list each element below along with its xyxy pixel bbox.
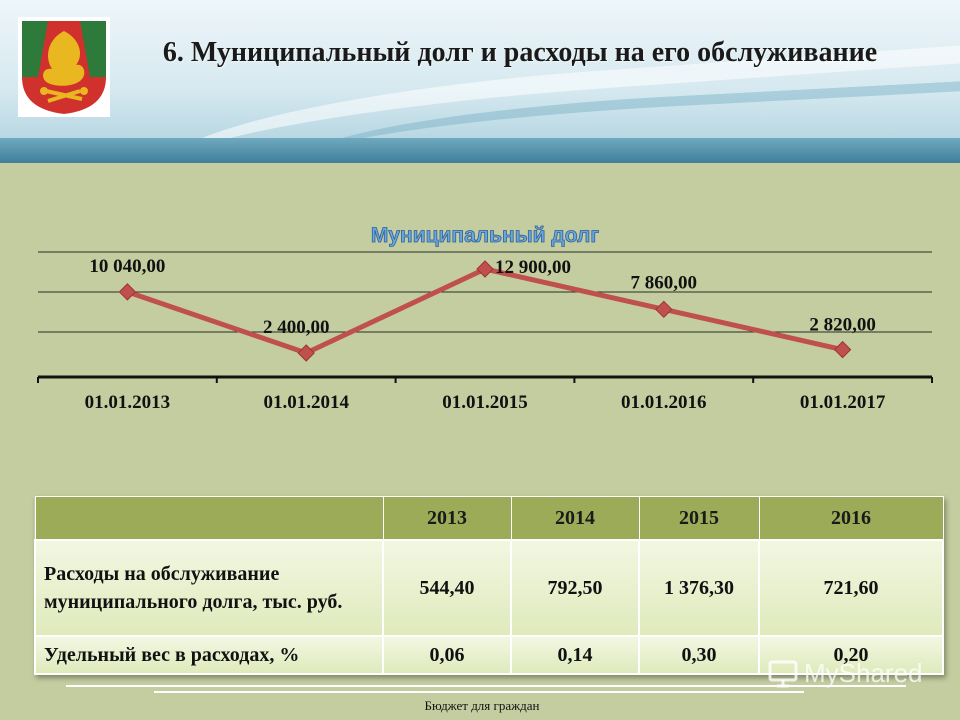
table-row: Удельный вес в расходах, % 0,06 0,14 0,3…	[34, 635, 944, 675]
x-tick-label: 01.01.2013	[85, 392, 171, 413]
x-tick-label: 01.01.2016	[621, 392, 707, 413]
debt-expenses-table: 2013 2014 2015 2016 Расходы на обслужива…	[34, 496, 944, 675]
table-cell: 0,06	[382, 635, 512, 675]
table-header-cell: 2014	[510, 496, 640, 541]
debt-line-chart: Муниципальный долг 10 040,00 2 400,00 12 9…	[37, 224, 933, 413]
slide-title: 6. Муниципальный долг и расходы на его о…	[162, 37, 878, 68]
chart-data-labels: 10 040,00 2 400,00 12 900,00 7 860,00 2 820,…	[89, 256, 875, 338]
x-tick-label: 01.01.2014	[263, 392, 349, 413]
row-label: Удельный вес в расходах, %	[34, 635, 384, 675]
data-label: 12 900,00	[495, 257, 571, 278]
chart-title: Муниципальный долг	[371, 224, 600, 247]
table-row: Расходы на обслуживание муниципального д…	[34, 539, 944, 637]
x-tick-label: 01.01.2017	[800, 392, 886, 413]
chart-gridlines	[38, 251, 932, 333]
data-point	[476, 260, 494, 278]
table-header-row: 2013 2014 2015 2016	[34, 496, 944, 541]
footer-text: Бюджет для граждан	[424, 698, 540, 713]
chart-tick-labels: 01.01.2013 01.01.2014 01.01.2015 01.01.2016…	[85, 392, 886, 413]
chart-x-axis	[37, 375, 933, 383]
footer-divider	[66, 685, 906, 687]
data-point	[118, 283, 137, 301]
data-label: 2 820,00	[809, 315, 876, 336]
table-cell: 0,20	[758, 635, 944, 675]
table-cell: 1 376,30	[638, 539, 760, 637]
table-header-cell	[34, 496, 384, 541]
watermark: MyShared	[768, 656, 938, 692]
coat-of-arms-icon	[18, 17, 110, 117]
table-cell: 792,50	[510, 539, 640, 637]
table-cell: 0,30	[638, 635, 760, 675]
table-cell: 721,60	[758, 539, 944, 637]
data-label: 7 860,00	[631, 272, 698, 293]
table-cell: 0,14	[510, 635, 640, 675]
table-header-cell: 2015	[638, 496, 760, 541]
footer-divider-secondary	[154, 691, 804, 693]
data-label: 10 040,00	[89, 256, 165, 277]
slide-header: 6. Муниципальный долг и расходы на его о…	[0, 0, 960, 163]
row-label: Расходы на обслуживание муниципального д…	[34, 539, 384, 637]
presentation-board-icon	[768, 660, 798, 688]
header-band	[0, 138, 960, 163]
chart-series	[118, 260, 852, 362]
series-line	[126, 266, 844, 356]
table-header-cell: 2013	[382, 496, 512, 541]
data-point	[297, 344, 315, 362]
x-tick-label: 01.01.2015	[442, 392, 528, 413]
data-point	[655, 300, 673, 319]
table-header-cell: 2016	[758, 496, 944, 541]
table-cell: 544,40	[382, 539, 512, 637]
data-point	[833, 340, 852, 359]
watermark-text: MyShared	[804, 658, 923, 688]
data-label: 2 400,00	[263, 317, 330, 338]
